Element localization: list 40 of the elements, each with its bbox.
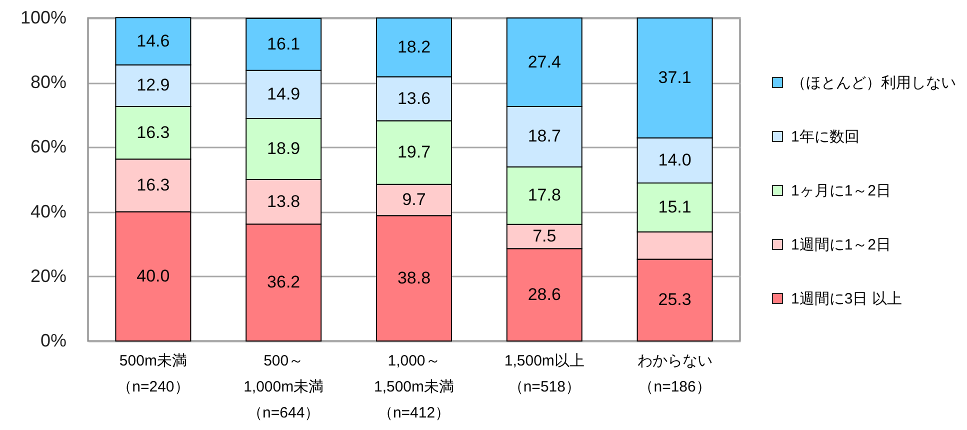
data-label: 17.8 (528, 186, 561, 205)
x-tick-label: 500～1,000m未満（n=644） (244, 352, 324, 422)
y-tick-label: 60% (30, 136, 66, 157)
data-label: 12.9 (136, 76, 170, 95)
data-label: 38.8 (397, 268, 431, 288)
y-tick-label: 40% (30, 201, 66, 222)
data-label: 14.9 (267, 84, 300, 104)
data-label: 37.1 (658, 68, 692, 87)
data-label: 18.9 (267, 138, 300, 158)
y-tick-label: 80% (30, 72, 66, 92)
data-label: 19.7 (397, 142, 431, 162)
legend-label: 1ヶ月に1～2日 (791, 182, 892, 200)
x-tick-label: 1,500m以上（n=518） (504, 352, 584, 396)
data-label: 36.2 (267, 272, 300, 292)
data-label: 18.7 (528, 126, 561, 146)
data-label: 14.6 (136, 31, 170, 50)
data-label: 40.0 (136, 266, 170, 286)
y-tick-label: 20% (30, 266, 66, 286)
x-tick-label: 1,000～1,500m未満（n=412） (374, 352, 454, 422)
legend-label: （ほとんど）利用しない (791, 74, 956, 92)
legend-label: 1週間に3日 以上 (791, 290, 902, 308)
legend-label: 1年に数回 (791, 128, 860, 146)
x-tick-label: 500m未満（n=240） (117, 352, 190, 396)
data-label: 16.1 (267, 34, 300, 54)
data-label: 9.7 (402, 190, 426, 210)
x-tick-label: わからない（n=186） (637, 352, 712, 396)
data-label: 25.3 (658, 290, 692, 310)
data-label: 14.0 (658, 150, 692, 170)
data-label: 15.1 (658, 197, 692, 216)
y-tick-label: 100% (20, 8, 66, 28)
data-label: 13.6 (397, 88, 431, 108)
data-label: 16.3 (136, 122, 170, 142)
legend-label: 1週間に1～2日 (791, 236, 892, 254)
data-label: 13.8 (267, 192, 300, 211)
data-label: 18.2 (397, 37, 431, 56)
data-label: 7.5 (532, 226, 556, 246)
data-label: 16.3 (136, 175, 170, 194)
y-tick-label: 0% (40, 330, 66, 350)
data-label: 28.6 (528, 284, 561, 304)
data-label: 27.4 (528, 52, 561, 72)
